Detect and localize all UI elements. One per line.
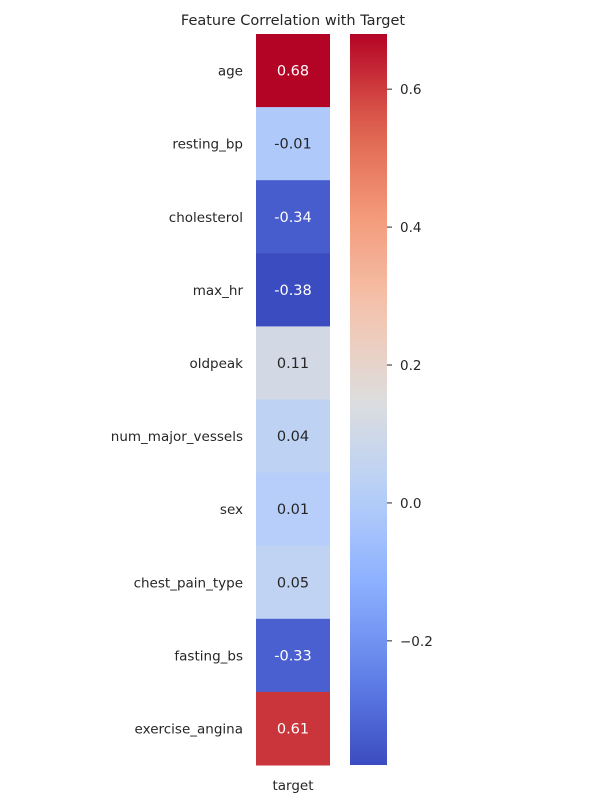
cell-value-resting_bp: -0.01 — [274, 137, 312, 153]
colorbar-ticks: 0.6 0.4 0.2 0.0 −0.2 — [387, 82, 433, 650]
colorbar-tick-label: 0.4 — [400, 220, 421, 236]
colorbar-tick-label: −0.2 — [400, 634, 433, 650]
row-label-sex: sex — [220, 502, 243, 518]
cell-value-cholesterol: -0.34 — [274, 210, 312, 226]
heatmap-cell-sex — [256, 472, 330, 547]
heatmap-cell-chest_pain_type — [256, 545, 330, 620]
row-label-exercise_angina: exercise_angina — [135, 721, 243, 737]
heatmap-cell-exercise_angina — [256, 691, 330, 766]
heatmap-cell-oldpeak — [256, 326, 330, 400]
cell-value-oldpeak: 0.11 — [277, 356, 309, 372]
heatmap-cell-resting_bp — [256, 107, 330, 181]
row-label-oldpeak: oldpeak — [189, 356, 243, 372]
cell-value-num_major_vessels: 0.04 — [277, 429, 309, 445]
row-label-num_major_vessels: num_major_vessels — [111, 429, 243, 445]
chart-title: Feature Correlation with Target — [181, 13, 406, 29]
colorbar-tick-label: 0.2 — [400, 358, 421, 374]
colorbar — [350, 34, 387, 765]
colorbar-tick-label: 0.6 — [400, 82, 421, 98]
row-label-max_hr: max_hr — [193, 283, 244, 299]
row-label-resting_bp: resting_bp — [172, 137, 243, 153]
row-label-cholesterol: cholesterol — [169, 210, 243, 226]
cell-value-max_hr: -0.38 — [274, 283, 312, 299]
row-label-age: age — [218, 64, 243, 80]
heatmap-cell-age — [256, 34, 330, 108]
heatmap-cells: 0.68 -0.01 -0.34 -0.38 0.11 0.04 0.01 0.05 -0.33… — [256, 34, 330, 766]
heatmap-cell-max_hr — [256, 253, 330, 327]
heatmap-cell-num_major_vessels — [256, 399, 330, 474]
cell-value-fasting_bs: -0.33 — [274, 648, 312, 664]
column-label-target: target — [272, 778, 313, 794]
heatmap-cell-fasting_bs — [256, 618, 330, 693]
cell-value-exercise_angina: 0.61 — [277, 721, 309, 737]
cell-value-age: 0.68 — [277, 64, 309, 80]
row-label-fasting_bs: fasting_bs — [174, 648, 243, 664]
row-label-chest_pain_type: chest_pain_type — [134, 575, 243, 591]
colorbar-tick-label: 0.0 — [400, 496, 421, 512]
cell-value-sex: 0.01 — [277, 502, 309, 518]
cell-value-chest_pain_type: 0.05 — [277, 575, 309, 591]
heatmap-cell-cholesterol — [256, 180, 330, 254]
